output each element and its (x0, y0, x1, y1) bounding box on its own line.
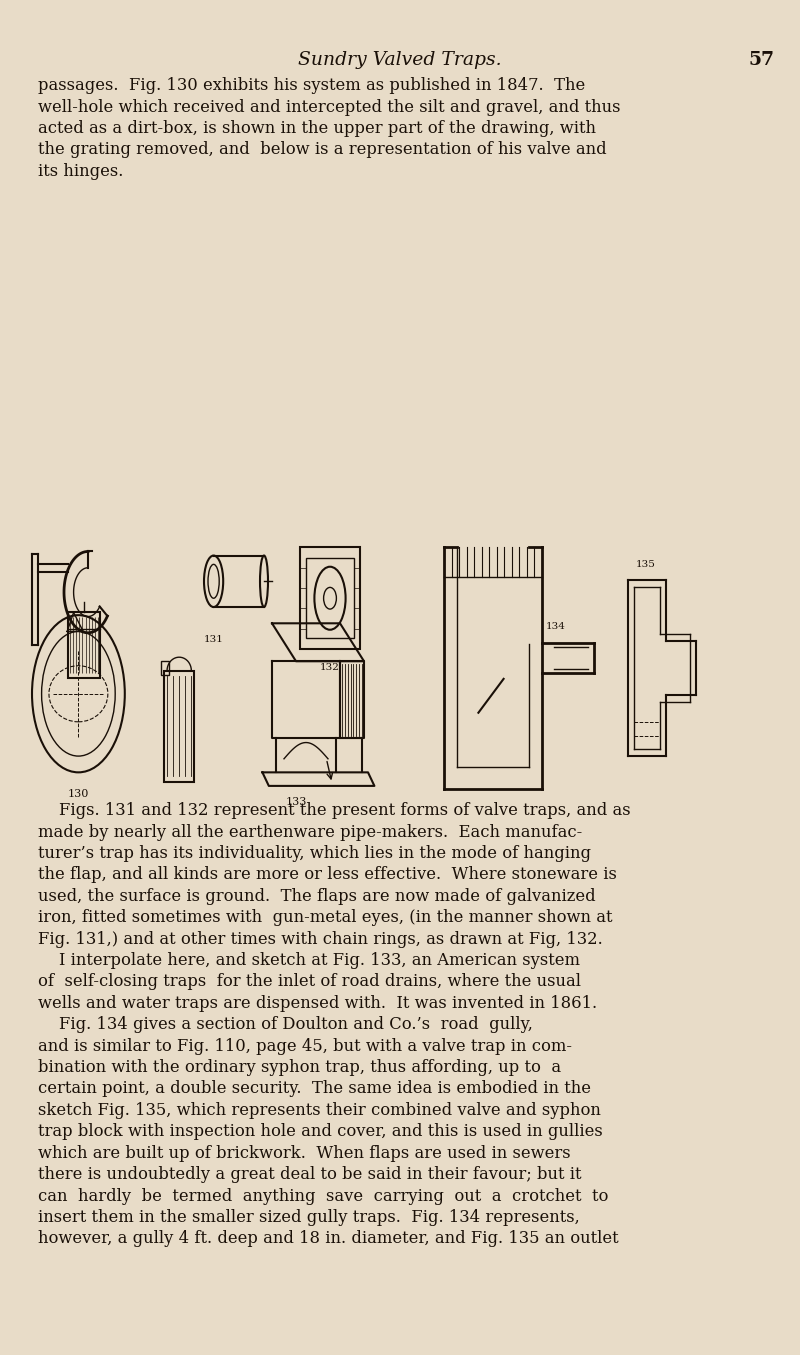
Text: 130: 130 (68, 789, 89, 798)
Text: trap block with inspection hole and cover, and this is used in gullies: trap block with inspection hole and cove… (38, 1123, 603, 1141)
Text: however, a gully 4 ft. deep and 18 in. diameter, and Fig. 135 an outlet: however, a gully 4 ft. deep and 18 in. d… (38, 1230, 619, 1248)
Text: can  hardly  be  termed  anything  save  carrying  out  a  crotchet  to: can hardly be termed anything save carry… (38, 1187, 609, 1205)
Text: sketch Fig. 135, which represents their combined valve and syphon: sketch Fig. 135, which represents their … (38, 1102, 602, 1119)
Text: Fig. 131,) and at other times with chain rings, as drawn at Fig, 132.: Fig. 131,) and at other times with chain… (38, 931, 603, 947)
Text: passages.  Fig. 130 exhibits his system as published in 1847.  The: passages. Fig. 130 exhibits his system a… (38, 77, 586, 95)
Text: well-hole which received and intercepted the silt and gravel, and thus: well-hole which received and intercepted… (38, 99, 621, 115)
Text: turer’s trap has its individuality, which lies in the mode of hanging: turer’s trap has its individuality, whic… (38, 846, 591, 862)
Text: made by nearly all the earthenware pipe-makers.  Each manufac-: made by nearly all the earthenware pipe-… (38, 824, 582, 840)
Text: insert them in the smaller sized gully traps.  Fig. 134 represents,: insert them in the smaller sized gully t… (38, 1209, 580, 1226)
Text: I interpolate here, and sketch at Fig. 133, an American system: I interpolate here, and sketch at Fig. 1… (38, 953, 581, 969)
Text: Fig. 134 gives a section of Doulton and Co.’s  road  gully,: Fig. 134 gives a section of Doulton and … (38, 1016, 534, 1034)
Text: and is similar to Fig. 110, page 45, but with a valve trap in com-: and is similar to Fig. 110, page 45, but… (38, 1038, 573, 1054)
Text: acted as a dirt-box, is shown in the upper part of the drawing, with: acted as a dirt-box, is shown in the upp… (38, 121, 596, 137)
Text: of  self-closing traps  for the inlet of road drains, where the usual: of self-closing traps for the inlet of r… (38, 973, 582, 991)
Text: certain point, a double security.  The same idea is embodied in the: certain point, a double security. The sa… (38, 1080, 591, 1098)
Text: 132: 132 (320, 663, 340, 672)
Text: 133: 133 (286, 797, 306, 806)
Text: Sundry Valved Traps.: Sundry Valved Traps. (298, 50, 502, 69)
Bar (300, 547, 360, 649)
Bar (68, 612, 100, 678)
Bar (164, 671, 194, 782)
Text: the grating removed, and  below is a representation of his valve and: the grating removed, and below is a repr… (38, 141, 607, 159)
Text: the flap, and all kinds are more or less effective.  Where stoneware is: the flap, and all kinds are more or less… (38, 866, 618, 883)
Text: 134: 134 (546, 622, 566, 631)
Bar (306, 558, 354, 638)
Text: its hinges.: its hinges. (38, 163, 124, 180)
Text: used, the surface is ground.  The flaps are now made of galvanized: used, the surface is ground. The flaps a… (38, 888, 596, 905)
Text: 57: 57 (749, 50, 774, 69)
Text: wells and water traps are dispensed with.  It was invented in 1861.: wells and water traps are dispensed with… (38, 995, 598, 1012)
Text: there is undoubtedly a great deal to be said in their favour; but it: there is undoubtedly a great deal to be … (38, 1167, 582, 1183)
Text: bination with the ordinary syphon trap, thus affording, up to  a: bination with the ordinary syphon trap, … (38, 1060, 562, 1076)
Text: iron, fitted sometimes with  gun-metal eyes, (in the manner shown at: iron, fitted sometimes with gun-metal ey… (38, 909, 613, 927)
Bar (161, 661, 169, 675)
Text: 131: 131 (204, 635, 223, 645)
Text: 135: 135 (636, 560, 656, 569)
Text: Figs. 131 and 132 represent the present forms of valve traps, and as: Figs. 131 and 132 represent the present … (38, 802, 631, 820)
Text: which are built up of brickwork.  When flaps are used in sewers: which are built up of brickwork. When fl… (38, 1145, 571, 1161)
